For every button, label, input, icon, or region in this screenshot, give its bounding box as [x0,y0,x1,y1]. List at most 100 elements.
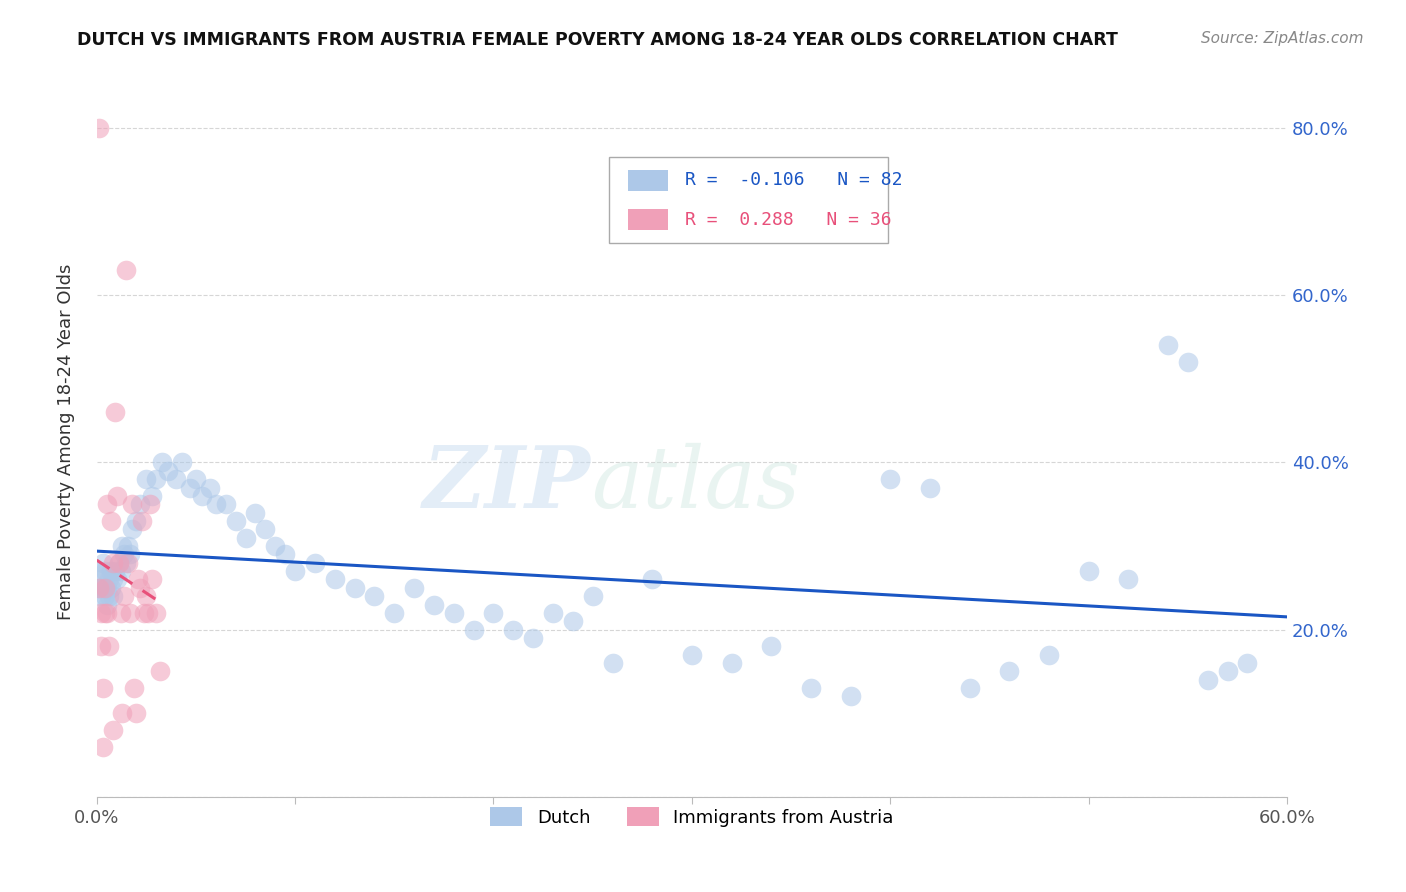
Point [641,573,664,587]
Point [107,556,129,570]
Point [184,472,207,486]
Point [149,665,172,679]
Point [100,514,122,528]
Point [139,497,162,511]
Point [117,556,139,570]
Point [225,514,247,528]
Point [582,589,605,603]
Point [91,739,114,754]
Point [121,522,143,536]
Point [93,581,115,595]
Point [115,263,138,277]
Point [125,514,148,528]
Point [274,548,297,562]
Point [304,556,326,570]
Point [323,573,346,587]
Text: ZIP: ZIP [423,442,591,526]
Point [179,481,201,495]
Point [522,631,544,645]
Point [103,564,125,578]
Point [602,656,624,670]
Point [998,665,1021,679]
Point [404,581,426,595]
Point [100,564,122,578]
Point [157,464,180,478]
Point [720,656,742,670]
Point [91,681,114,695]
Point [114,548,136,562]
Point [87,581,110,595]
Point [114,589,136,603]
Point [115,556,138,570]
Point [101,556,124,570]
Point [561,614,583,628]
Point [107,556,129,570]
Point [100,581,122,595]
Point [959,681,981,695]
Point [1197,673,1219,687]
FancyBboxPatch shape [627,209,668,230]
Point [96,581,118,595]
Point [1077,564,1099,578]
Point [204,497,226,511]
Point [111,539,134,553]
Point [839,690,862,704]
Text: Source: ZipAtlas.com: Source: ZipAtlas.com [1201,31,1364,46]
Legend: Dutch, Immigrants from Austria: Dutch, Immigrants from Austria [482,800,901,834]
Point [1157,338,1180,352]
Point [363,589,385,603]
Point [382,606,405,620]
Point [90,589,112,603]
Point [423,598,446,612]
Point [121,497,143,511]
Point [198,481,221,495]
Point [124,681,146,695]
Point [502,623,524,637]
Text: R =  -0.106   N = 82: R = -0.106 N = 82 [685,171,903,189]
Point [165,472,187,486]
Text: DUTCH VS IMMIGRANTS FROM AUSTRIA FEMALE POVERTY AMONG 18-24 YEAR OLDS CORRELATIO: DUTCH VS IMMIGRANTS FROM AUSTRIA FEMALE … [77,31,1118,49]
Point [101,723,124,737]
Point [97,589,120,603]
FancyBboxPatch shape [627,169,668,191]
Point [145,472,167,486]
Point [97,640,120,654]
Y-axis label: Female Poverty Among 18-24 Year Olds: Female Poverty Among 18-24 Year Olds [58,263,75,620]
Point [120,548,142,562]
Point [125,706,148,721]
Point [1118,573,1140,587]
Point [129,581,152,595]
Point [101,573,124,587]
Point [101,589,124,603]
Point [681,648,703,662]
Point [1216,665,1239,679]
Point [93,589,115,603]
Point [264,539,287,553]
Point [93,606,115,620]
Point [96,606,118,620]
Point [91,556,114,570]
Point [254,522,277,536]
Point [482,606,505,620]
Point [245,506,267,520]
Point [191,489,214,503]
Point [90,640,112,654]
Point [131,514,153,528]
Point [761,640,783,654]
Point [1177,355,1199,369]
Point [111,706,134,721]
Point [105,489,128,503]
FancyBboxPatch shape [609,157,889,243]
Point [117,539,139,553]
Point [145,606,167,620]
Point [103,405,125,419]
Point [129,497,152,511]
Point [136,606,159,620]
Point [87,564,110,578]
Point [141,489,163,503]
Text: R =  0.288   N = 36: R = 0.288 N = 36 [685,211,891,228]
Point [96,497,118,511]
Point [135,589,157,603]
Point [87,581,110,595]
Point [105,573,128,587]
